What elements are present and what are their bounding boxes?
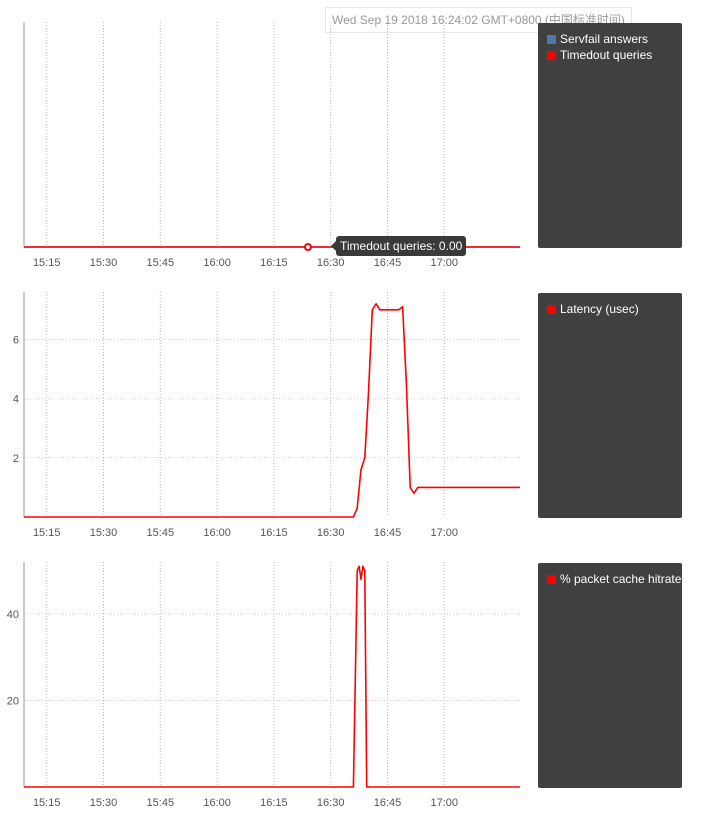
y-tick-label: 40 [7, 609, 19, 621]
legend-label: % packet cache hitrate [560, 572, 682, 586]
x-tick-label: 15:45 [147, 527, 175, 539]
x-tick-label: 15:30 [90, 797, 118, 809]
legend-label: Servfail answers [560, 32, 649, 46]
x-tick-label: 15:30 [90, 527, 118, 539]
y-tick-label: 4 [13, 394, 19, 406]
x-tick-label: 16:15 [260, 527, 288, 539]
date-banner: Wed Sep 19 2018 16:24:02 GMT+0800 (中国标准时… [325, 7, 632, 33]
legend-swatch [547, 574, 556, 584]
y-tick-label: 6 [13, 334, 19, 346]
x-tick-label: 15:30 [90, 257, 118, 269]
x-tick-label: 15:45 [147, 257, 175, 269]
x-tick-label: 15:15 [33, 257, 61, 269]
x-tick-label: 15:15 [33, 527, 61, 539]
x-tick-label: 16:45 [374, 257, 402, 269]
x-tick-label: 16:15 [260, 797, 288, 809]
x-tick-label: 16:15 [260, 257, 288, 269]
chart-cache-hitrate: 15:15 15:30 15:45 16:00 16:15 16:30 16:45 17:00… [7, 562, 520, 809]
legend-errors: Servfail answers Timedout queries [538, 23, 682, 248]
x-tick-label: 16:30 [317, 527, 345, 539]
hover-point-marker [303, 243, 312, 251]
x-tick-label: 15:45 [147, 797, 175, 809]
legend-swatch [547, 304, 556, 314]
legend-item[interactable]: % packet cache hitrate [547, 571, 682, 587]
x-tick-label: 16:45 [374, 527, 402, 539]
series-line [24, 303, 520, 518]
series-line [24, 565, 520, 788]
x-tick-label: 16:00 [203, 797, 231, 809]
x-tick-label: 16:00 [203, 527, 231, 539]
x-tick-label: 16:30 [317, 797, 345, 809]
x-tick-label: 17:00 [431, 527, 459, 539]
y-tick-label: 20 [7, 695, 19, 707]
legend-latency: Latency (usec) [538, 293, 682, 518]
x-tick-label: 17:00 [431, 257, 459, 269]
chart-errors: 15:15 15:30 15:45 16:00 16:15 16:30 16:45 17:00 [23, 22, 520, 269]
y-tick-label: 2 [13, 453, 19, 465]
legend-swatch [547, 50, 556, 60]
x-tick-label: 16:30 [317, 257, 345, 269]
x-tick-label: 16:45 [374, 797, 402, 809]
x-tick-label: 15:15 [33, 797, 61, 809]
x-tick-label: 16:00 [203, 257, 231, 269]
hover-tooltip: Timedout queries: 0.00 [330, 236, 467, 256]
legend-item[interactable]: Latency (usec) [547, 301, 682, 317]
legend-cache-hitrate: % packet cache hitrate [538, 563, 682, 788]
chart-latency: 15:15 15:30 15:45 16:00 16:15 16:30 16:45 17:00… [13, 292, 520, 539]
legend-item[interactable]: Timedout queries [547, 47, 682, 63]
legend-swatch [547, 34, 556, 44]
x-tick-label: 17:00 [431, 797, 459, 809]
legend-label: Latency (usec) [560, 302, 639, 316]
legend-item[interactable]: Servfail answers [547, 31, 682, 47]
legend-label: Timedout queries [560, 48, 653, 62]
